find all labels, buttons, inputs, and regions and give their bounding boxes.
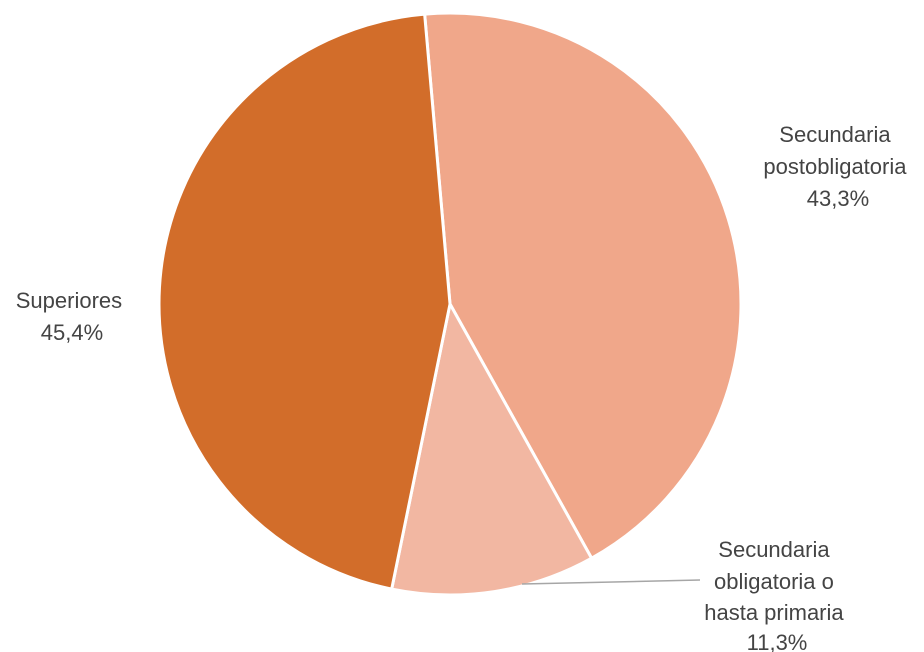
slice-value-label: 45,4% — [41, 320, 103, 345]
slice-label-superiores: Superiores 45,4% — [16, 288, 129, 345]
slice-label-secundaria-postobligatoria: Secundaria postobligatoria 43,3% — [763, 122, 912, 211]
leader-line-secundaria-obligatoria — [521, 579, 701, 585]
slice-label-line: Secundaria — [718, 537, 830, 562]
slice-value-label: 43,3% — [807, 186, 869, 211]
pie-slice-2 — [157, 12, 452, 591]
pie-slice-0 — [423, 11, 743, 560]
pie-slices — [157, 11, 743, 597]
pie-slice-1 — [390, 302, 594, 597]
slice-label-line: Secundaria — [779, 122, 891, 147]
slice-label-line: Superiores — [16, 288, 122, 313]
slice-label-line: postobligatoria — [763, 154, 907, 179]
slice-label-line: obligatoria o — [714, 569, 834, 594]
slice-label-line: hasta primaria — [704, 600, 844, 625]
slice-label-secundaria-obligatoria: Secundaria obligatoria o hasta primaria … — [704, 537, 850, 652]
slice-value-label: 11,3% — [747, 630, 808, 652]
